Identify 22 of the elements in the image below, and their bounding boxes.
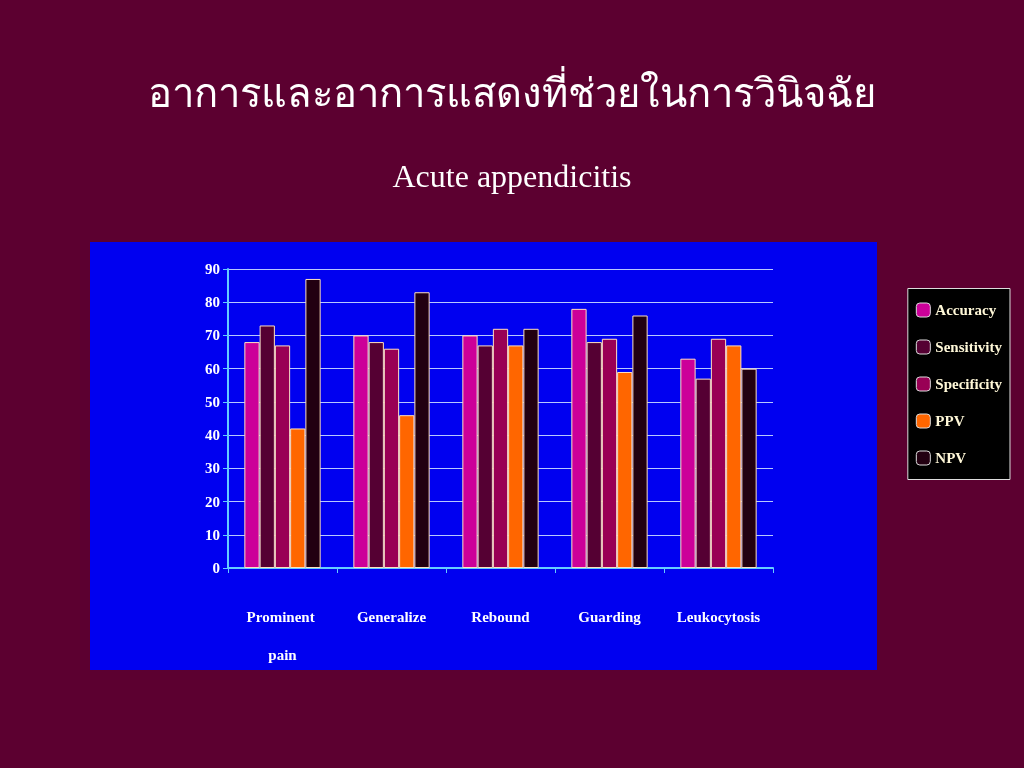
y-tick-label: 40 — [205, 427, 220, 444]
legend-label: PPV — [935, 413, 965, 429]
y-tick-label: 80 — [205, 294, 220, 311]
legend-label: Accuracy — [935, 302, 997, 318]
y-tick-label: 30 — [205, 460, 220, 477]
y-tick-label: 10 — [205, 526, 220, 543]
y-tick-label: 0 — [212, 560, 220, 576]
legend-label: NPV — [935, 450, 967, 466]
y-tick-label: 50 — [205, 393, 220, 410]
chart-title: อาการและอาการแสดงที่ช่วยในการวินิจฉัย — [148, 65, 876, 116]
y-tick-label: 70 — [205, 327, 220, 344]
y-tick-label: 90 — [205, 261, 220, 277]
x-tick-label: Leukocytosis — [676, 609, 761, 625]
x-tick-label: Rebound — [471, 609, 531, 625]
legend-label: Specificity — [935, 376, 1003, 392]
x-tick-label: Guarding — [578, 609, 642, 625]
y-tick-label: 20 — [205, 493, 220, 510]
legend-label: Sensitivity — [935, 339, 1003, 355]
chart-subtitle: Acute appendicitis — [392, 158, 632, 194]
category-label: Prominent pain — [246, 609, 315, 663]
x-tick-label: Generalize — [356, 609, 427, 625]
y-tick-label: 60 — [205, 360, 220, 377]
